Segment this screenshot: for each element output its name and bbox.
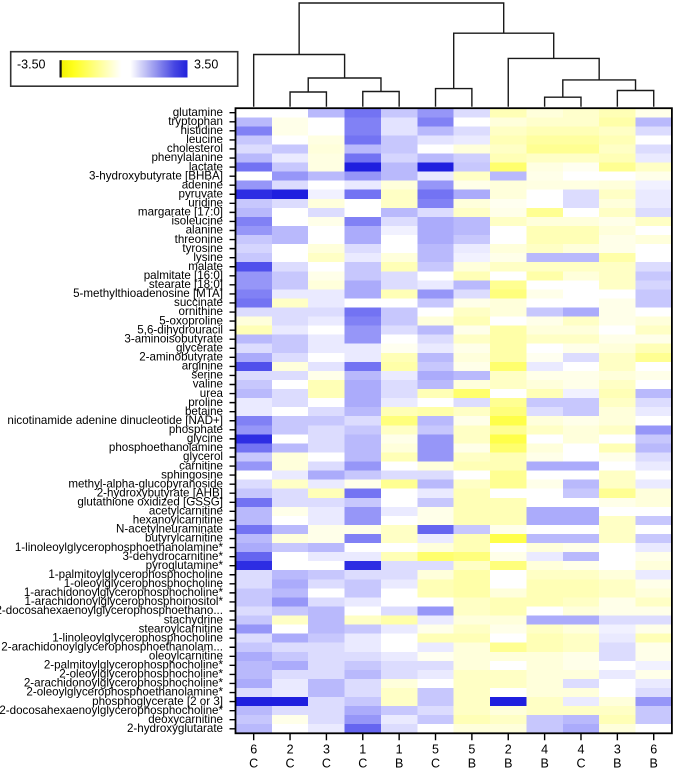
- svg-text:nicotinamide adenine dinucleot: nicotinamide adenine dinucleotide [NAD+]: [7, 414, 223, 427]
- svg-text:cholesterol: cholesterol: [167, 142, 223, 155]
- svg-text:N-acetylneuraminate: N-acetylneuraminate: [116, 523, 223, 536]
- svg-text:glycerol: glycerol: [183, 450, 223, 463]
- svg-text:2-docosahexaenoylglycerophosph: 2-docosahexaenoylglycerophosphocholine*: [0, 704, 223, 717]
- svg-text:3: 3: [614, 743, 621, 757]
- svg-text:B: B: [613, 757, 621, 769]
- svg-text:lysine: lysine: [193, 251, 223, 264]
- svg-text:methyl-alpha-glucopyranoside: methyl-alpha-glucopyranoside: [68, 477, 223, 490]
- svg-text:3: 3: [323, 743, 330, 757]
- svg-text:3-dehydrocarnitine*: 3-dehydrocarnitine*: [122, 550, 223, 563]
- svg-text:4: 4: [541, 743, 548, 757]
- svg-text:glycine: glycine: [187, 432, 223, 445]
- svg-text:phosphoethanolamine: phosphoethanolamine: [109, 441, 223, 454]
- svg-text:1-arachidonoylglycerophosphoin: 1-arachidonoylglycerophosphoinositol*: [24, 595, 223, 608]
- svg-text:1-linoleoylglycerophosphoethan: 1-linoleoylglycerophosphoethanolamine*: [15, 541, 224, 554]
- svg-text:2-docosahexaenoylglycerophosph: 2-docosahexaenoylglycerophosphoethano...: [0, 604, 223, 617]
- svg-text:phosphate: phosphate: [169, 423, 223, 436]
- svg-text:proline: proline: [188, 396, 223, 409]
- svg-text:ornithine: ornithine: [179, 305, 223, 318]
- svg-text:stachydrine: stachydrine: [164, 613, 223, 626]
- svg-text:2-hydroxybutyrate [AHB]: 2-hydroxybutyrate [AHB]: [97, 486, 223, 499]
- svg-text:2-hydroxyglutarate: 2-hydroxyglutarate: [127, 722, 223, 735]
- svg-text:stearoylcarnitine: stearoylcarnitine: [139, 622, 223, 635]
- svg-text:alanine: alanine: [186, 224, 223, 237]
- svg-text:betaine: betaine: [185, 405, 223, 418]
- svg-text:1-arachidonoylglycerophosphoch: 1-arachidonoylglycerophosphocholine*: [24, 586, 224, 599]
- svg-text:leucine: leucine: [186, 133, 223, 146]
- svg-text:histidine: histidine: [180, 124, 223, 137]
- svg-text:1: 1: [396, 743, 403, 757]
- svg-text:oleoylcarnitine: oleoylcarnitine: [149, 649, 223, 662]
- svg-text:adenine: adenine: [182, 178, 223, 191]
- svg-text:5: 5: [432, 743, 439, 757]
- svg-text:2-arachidonoylglycerophosphoet: 2-arachidonoylglycerophosphoethanolam...: [1, 640, 223, 653]
- svg-text:uridine: uridine: [188, 197, 223, 210]
- svg-text:5: 5: [468, 743, 475, 757]
- svg-text:C: C: [286, 757, 295, 769]
- svg-text:phosphoglycerate [2 or 3]: phosphoglycerate [2 or 3]: [92, 695, 223, 708]
- svg-text:glutamine: glutamine: [173, 106, 223, 119]
- svg-text:hexanoylcarnitine: hexanoylcarnitine: [133, 514, 223, 527]
- svg-text:deoxycarnitine: deoxycarnitine: [148, 713, 223, 726]
- svg-text:2-oleoylglycerophosphoethanola: 2-oleoylglycerophosphoethanolamine*: [26, 686, 223, 699]
- svg-text:valine: valine: [193, 378, 223, 391]
- svg-text:butyrylcarnitine: butyrylcarnitine: [145, 532, 223, 545]
- svg-text:3-hydroxybutyrate [BHBA]: 3-hydroxybutyrate [BHBA]: [89, 169, 223, 182]
- svg-text:acetylcarnitine: acetylcarnitine: [149, 505, 223, 518]
- svg-text:C: C: [322, 757, 331, 769]
- svg-text:6: 6: [250, 743, 257, 757]
- svg-text:phenylalanine: phenylalanine: [151, 151, 223, 164]
- svg-text:B: B: [395, 757, 403, 769]
- svg-text:3-aminoisobutyrate: 3-aminoisobutyrate: [124, 332, 223, 345]
- svg-text:B: B: [504, 757, 512, 769]
- svg-text:1-oleoylglycerophosphocholine: 1-oleoylglycerophosphocholine: [64, 577, 223, 590]
- svg-text:5-oxoproline: 5-oxoproline: [159, 314, 223, 327]
- svg-text:5,6-dihydrouracil: 5,6-dihydrouracil: [137, 323, 223, 336]
- svg-text:1: 1: [359, 743, 366, 757]
- svg-text:sphingosine: sphingosine: [161, 468, 223, 481]
- svg-text:2: 2: [287, 743, 294, 757]
- svg-text:threonine: threonine: [175, 233, 223, 246]
- svg-text:urea: urea: [200, 387, 224, 400]
- svg-text:glutathione oxidized [GSSG]: glutathione oxidized [GSSG]: [77, 495, 223, 508]
- svg-text:2-arachidonoylglycerophosphoch: 2-arachidonoylglycerophosphocholine*: [24, 677, 224, 690]
- svg-text:stearate [18:0]: stearate [18:0]: [149, 278, 223, 291]
- svg-text:3.50: 3.50: [194, 58, 218, 72]
- svg-text:2-aminobutyrate: 2-aminobutyrate: [139, 351, 223, 364]
- svg-text:isoleucine: isoleucine: [171, 215, 223, 228]
- svg-text:pyruvate: pyruvate: [179, 187, 223, 200]
- svg-text:5-methylthioadenosine [MTA]: 5-methylthioadenosine [MTA]: [73, 287, 223, 300]
- svg-text:lactate: lactate: [189, 160, 223, 173]
- svg-text:arginine: arginine: [182, 360, 223, 373]
- svg-text:1-palmitoylglycerophosphocholi: 1-palmitoylglycerophosphocholine: [48, 568, 223, 581]
- svg-text:C: C: [576, 757, 585, 769]
- svg-text:palmitate [16:0]: palmitate [16:0]: [144, 269, 223, 282]
- svg-text:margarate [17:0]: margarate [17:0]: [138, 206, 223, 219]
- svg-text:2: 2: [505, 743, 512, 757]
- svg-text:-3.50: -3.50: [17, 58, 46, 72]
- svg-text:4: 4: [578, 743, 585, 757]
- svg-text:2-palmitoylglycerophosphocholi: 2-palmitoylglycerophosphocholine*: [44, 659, 224, 672]
- svg-text:B: B: [468, 757, 476, 769]
- svg-text:glycerate: glycerate: [176, 341, 223, 354]
- svg-text:B: B: [650, 757, 658, 769]
- svg-text:tryptophan: tryptophan: [168, 115, 223, 128]
- svg-text:malate: malate: [188, 260, 223, 273]
- svg-text:2-oleoylglycerophosphocholine*: 2-oleoylglycerophosphocholine*: [59, 668, 223, 681]
- svg-text:B: B: [540, 757, 548, 769]
- svg-text:carnitine: carnitine: [179, 459, 223, 472]
- svg-text:pyroglutamine*: pyroglutamine*: [146, 559, 224, 572]
- svg-text:serine: serine: [191, 369, 223, 382]
- svg-text:succinate: succinate: [174, 296, 223, 309]
- svg-text:1-linoleoylglycerophosphocholi: 1-linoleoylglycerophosphocholine: [52, 631, 223, 644]
- svg-text:tyrosine: tyrosine: [182, 242, 223, 255]
- svg-text:C: C: [431, 757, 440, 769]
- svg-text:C: C: [358, 757, 367, 769]
- svg-text:C: C: [249, 757, 258, 769]
- svg-text:6: 6: [650, 743, 657, 757]
